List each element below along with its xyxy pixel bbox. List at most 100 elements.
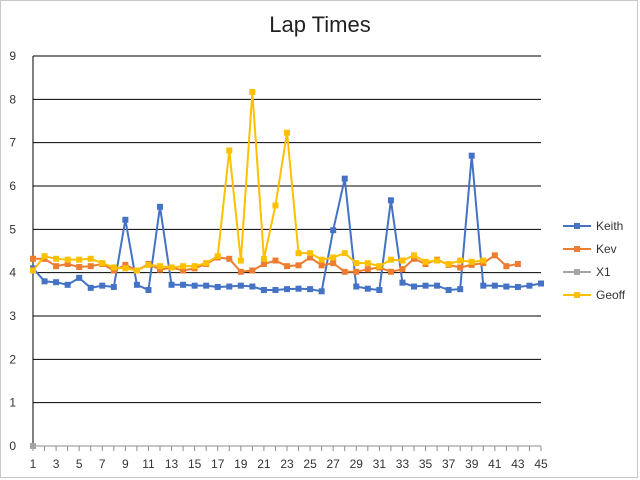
data-point-keith (157, 203, 163, 210)
data-point-keith (237, 282, 244, 289)
data-point-geoff (387, 256, 394, 263)
legend-swatch-marker (574, 246, 580, 252)
data-point-kev (295, 262, 302, 269)
data-point-keith (191, 282, 198, 289)
data-point-kev (514, 261, 521, 267)
series-layer (30, 88, 544, 449)
data-point-keith (526, 282, 533, 289)
data-point-geoff (168, 264, 175, 271)
y-axis-ticks: 0 1 2 3 4 5 6 7 8 9 (9, 49, 16, 453)
legend-item-geoff: Geoff (563, 288, 626, 302)
data-point-keith (260, 287, 267, 293)
data-point-kev (64, 261, 71, 267)
legend-label: Kev (596, 242, 617, 256)
y-tick-label: 1 (9, 396, 16, 410)
data-point-geoff (422, 258, 429, 265)
legend: Keith Kev X1 Geoff (563, 219, 626, 302)
x-tick-label: 25 (303, 457, 317, 471)
data-point-geoff (468, 258, 475, 265)
data-point-geoff (122, 265, 129, 272)
data-point-geoff (214, 253, 221, 260)
legend-swatch-marker (574, 223, 580, 229)
data-point-kev (468, 261, 475, 268)
series-x1 (30, 443, 36, 449)
data-point-keith (387, 197, 394, 204)
x-tick-label: 9 (122, 457, 129, 471)
x-tick-label: 31 (373, 457, 387, 471)
x-tick-label: 29 (350, 457, 364, 471)
data-point-kev (226, 255, 233, 262)
y-tick-label: 5 (9, 222, 16, 236)
data-point-geoff (364, 260, 371, 267)
data-point-keith (307, 286, 314, 293)
data-point-keith (318, 288, 325, 295)
data-point-keith (411, 283, 417, 290)
data-point-kev (491, 252, 498, 259)
data-point-kev (387, 268, 394, 275)
chart-title: Lap Times (269, 12, 371, 37)
data-point-geoff (237, 257, 244, 264)
x-tick-label: 17 (211, 457, 225, 471)
data-point-kev (318, 262, 325, 269)
data-point-geoff (180, 263, 187, 270)
y-tick-label: 0 (9, 439, 16, 453)
data-point-keith (180, 281, 187, 288)
data-point-keith (341, 175, 348, 182)
data-point-kev (249, 267, 256, 274)
x-tick-label: 39 (465, 457, 479, 471)
data-point-keith (76, 274, 83, 281)
data-point-keith (249, 283, 256, 290)
data-point-kev (260, 261, 267, 267)
data-point-kev (272, 257, 279, 264)
data-point-keith (272, 287, 279, 293)
data-point-geoff (434, 257, 441, 264)
data-point-kev (180, 267, 187, 274)
data-point-keith (168, 281, 175, 288)
legend-item-x1: X1 (563, 265, 611, 279)
data-point-keith (503, 283, 510, 290)
data-point-keith (353, 283, 360, 290)
data-point-geoff (457, 257, 464, 264)
data-point-keith (434, 282, 441, 289)
data-point-kev (284, 263, 290, 270)
data-point-keith (53, 279, 60, 286)
data-point-kev (30, 255, 36, 262)
data-point-kev (87, 263, 94, 270)
y-tick-label: 2 (9, 352, 16, 366)
data-point-keith (99, 282, 106, 289)
data-point-keith (110, 283, 117, 290)
data-point-keith (457, 286, 464, 293)
data-point-keith (376, 287, 383, 293)
data-point-kev (330, 260, 337, 267)
data-point-geoff (203, 260, 210, 267)
legend-swatch-marker (574, 292, 580, 298)
data-point-keith (422, 282, 429, 289)
data-point-keith (445, 287, 452, 293)
data-point-geoff (353, 260, 360, 267)
data-point-geoff (249, 88, 256, 95)
data-point-geoff (99, 260, 106, 267)
series-geoff (30, 88, 487, 274)
data-point-geoff (87, 255, 94, 262)
x-tick-label: 45 (534, 457, 548, 471)
y-tick-label: 7 (9, 136, 16, 150)
data-point-keith (41, 278, 48, 285)
data-point-kev (503, 263, 510, 270)
y-tick-label: 6 (9, 179, 16, 193)
data-point-geoff (260, 255, 267, 262)
data-point-kev (457, 264, 464, 271)
data-point-keith (122, 216, 129, 223)
series-keith (30, 152, 544, 295)
data-point-geoff (399, 257, 406, 264)
data-point-keith (399, 279, 406, 286)
x-tick-label: 35 (419, 457, 433, 471)
data-point-keith (214, 283, 221, 290)
x-tick-label: 23 (280, 457, 294, 471)
data-point-kev (353, 268, 360, 275)
data-point-keith (491, 282, 498, 289)
x-tick-label: 41 (488, 457, 502, 471)
data-point-geoff (307, 250, 314, 257)
data-point-x1 (30, 443, 36, 449)
data-point-keith (133, 281, 140, 288)
